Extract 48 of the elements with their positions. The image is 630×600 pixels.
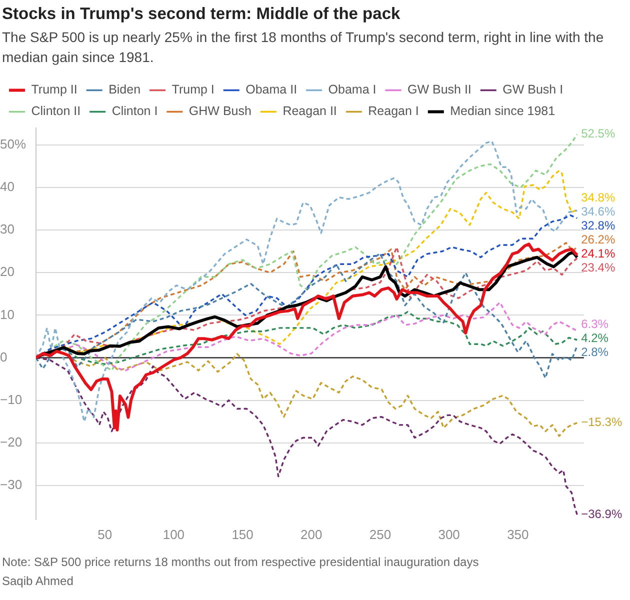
- y-tick-label: 50%: [0, 136, 26, 152]
- y-tick-label: 30: [0, 222, 14, 237]
- text: Note: S&P 500 price returns 18 months out from respective presidential inauguration days: [2, 554, 480, 571]
- legend-label: Biden: [108, 82, 141, 97]
- legend-label: Trump I: [172, 82, 214, 97]
- line-series: [36, 252, 578, 380]
- data-label: 24.1%: [581, 246, 616, 260]
- legend-label: GW Bush I: [502, 82, 564, 97]
- data-label: 23.4%: [581, 260, 616, 274]
- y-tick-label: 10: [0, 306, 14, 322]
- y-tick-label: −10: [0, 392, 22, 407]
- data-label: 4.2%: [581, 331, 609, 346]
- legend-label: GW Bush II: [407, 82, 472, 97]
- legend-label: Trump II: [31, 82, 78, 97]
- data-label: −15.3%: [581, 415, 622, 430]
- data-label: 2.8%: [581, 345, 609, 360]
- chart-subtitle: The S&P 500 is up nearly 25% in the first 18 months of Trump's second term, right in line with the median gain since 1981.: [2, 28, 605, 67]
- legend-label: Obama I: [328, 82, 376, 97]
- y-tick-label: −20: [0, 434, 22, 450]
- line-series: [36, 356, 578, 516]
- x-tick-label: 300: [438, 526, 460, 542]
- data-label: 34.8%: [581, 190, 616, 204]
- x-tick-label: 350: [507, 526, 529, 542]
- y-tick-label: 0: [0, 349, 8, 364]
- legend-label: Clinton II: [31, 104, 81, 118]
- data-label: 6.3%: [581, 317, 609, 332]
- data-label: 52.5%: [581, 126, 616, 141]
- x-tick-label: 50: [98, 526, 112, 542]
- y-tick-label: 20: [0, 264, 14, 280]
- data-label: 34.6%: [581, 204, 616, 218]
- legend-label: Clinton I: [112, 104, 158, 118]
- x-tick-label: 200: [300, 526, 322, 542]
- line-series: [36, 140, 578, 422]
- y-tick-label: −30: [0, 476, 22, 492]
- legend-label: Reagan I: [368, 104, 419, 118]
- legend-label: GHW Bush: [188, 104, 252, 118]
- y-tick-label: 40: [0, 179, 14, 194]
- data-label: −36.9%: [581, 507, 622, 522]
- legend-label: Obama II: [246, 82, 298, 97]
- x-tick-label: 100: [162, 526, 185, 542]
- data-label: 32.8%: [581, 218, 616, 232]
- x-tick-label: 250: [369, 526, 392, 542]
- text: Saqib Ahmed: [2, 573, 74, 590]
- data-label: 26.2%: [581, 232, 616, 246]
- legend-label: Median since 1981: [450, 104, 556, 118]
- chart-title: Stocks in Trump's second term: Middle of the pack: [1, 4, 402, 25]
- legend-label: Reagan II: [282, 104, 337, 118]
- x-tick-label: 150: [232, 526, 254, 542]
